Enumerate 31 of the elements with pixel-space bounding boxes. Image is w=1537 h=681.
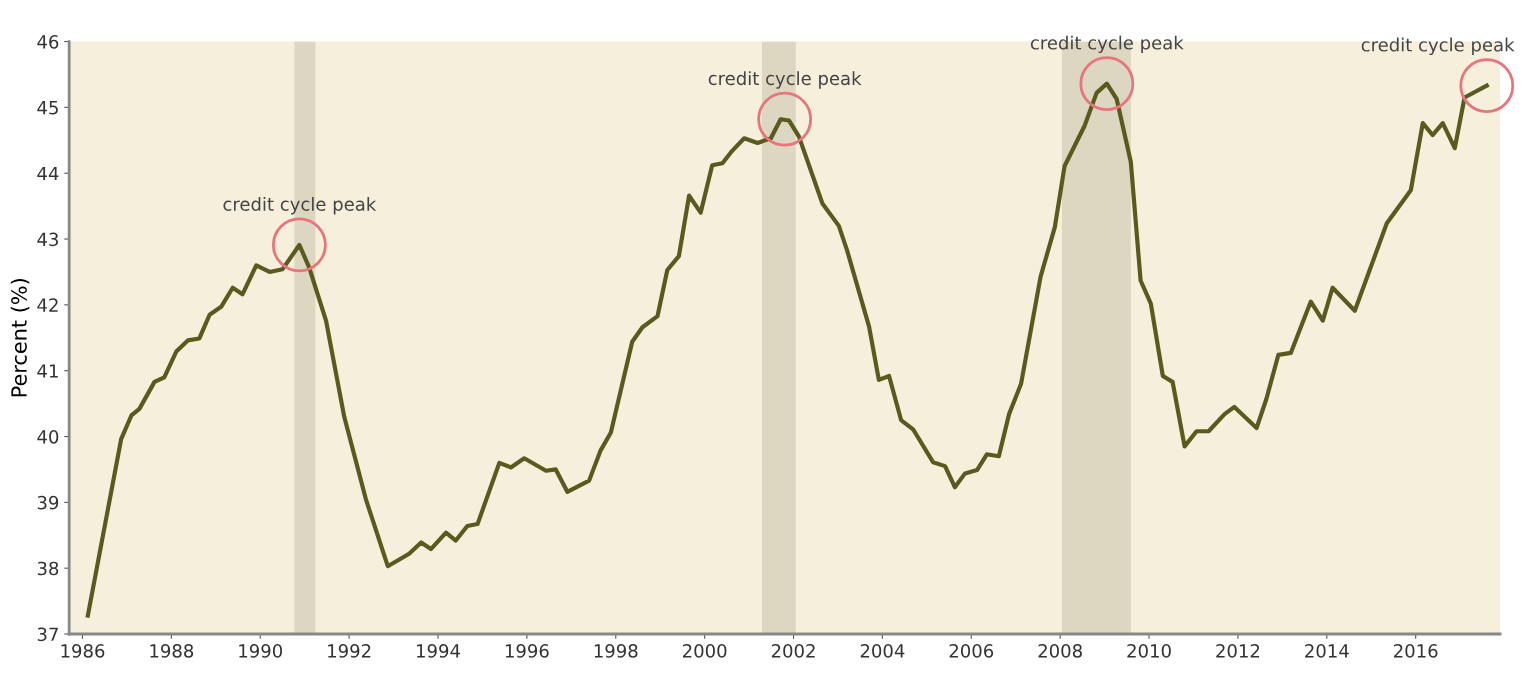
x-tick-label: 2006 bbox=[949, 644, 994, 658]
annotation: credit cycle peak bbox=[1361, 37, 1515, 56]
x-tick-label: 2010 bbox=[1127, 644, 1171, 658]
x-tick-label: 2012 bbox=[1216, 644, 1260, 658]
annotation: credit cycle peak bbox=[223, 196, 377, 215]
x-tick-label: 1996 bbox=[505, 644, 549, 658]
x-tick-label: 1990 bbox=[239, 644, 283, 658]
y-tick-label: 38 bbox=[37, 561, 59, 576]
x-tick-label: 2014 bbox=[1305, 644, 1349, 658]
x-tick-label: 1998 bbox=[594, 644, 638, 658]
y-axis-title: Percent (%) bbox=[10, 279, 30, 397]
x-tick-label: 2008 bbox=[1038, 644, 1082, 658]
annotation: credit cycle peak bbox=[708, 71, 862, 89]
x-tick-label: 1986 bbox=[61, 644, 105, 658]
y-tick-label: 44 bbox=[37, 166, 59, 181]
y-tick-label: 45 bbox=[37, 101, 58, 115]
y-tick-label: 40 bbox=[37, 429, 59, 444]
x-tick-label: 1992 bbox=[328, 644, 371, 658]
x-tick-label: 1988 bbox=[150, 644, 194, 658]
y-tick-label: 46 bbox=[37, 35, 59, 49]
y-tick-label: 42 bbox=[37, 298, 58, 312]
x-tick-label: 2016 bbox=[1394, 644, 1438, 658]
y-tick-label: 39 bbox=[37, 495, 59, 510]
x-tick-label: 2004 bbox=[860, 644, 905, 658]
x-tick-label: 2000 bbox=[683, 644, 727, 658]
x-tick-label: 1994 bbox=[417, 644, 460, 658]
annotation: credit cycle peak bbox=[1030, 35, 1184, 54]
y-tick-label: 41 bbox=[37, 364, 58, 378]
y-tick-label: 37 bbox=[37, 627, 58, 642]
y-tick-label: 43 bbox=[37, 232, 58, 247]
x-tick-label: 2002 bbox=[771, 644, 815, 658]
